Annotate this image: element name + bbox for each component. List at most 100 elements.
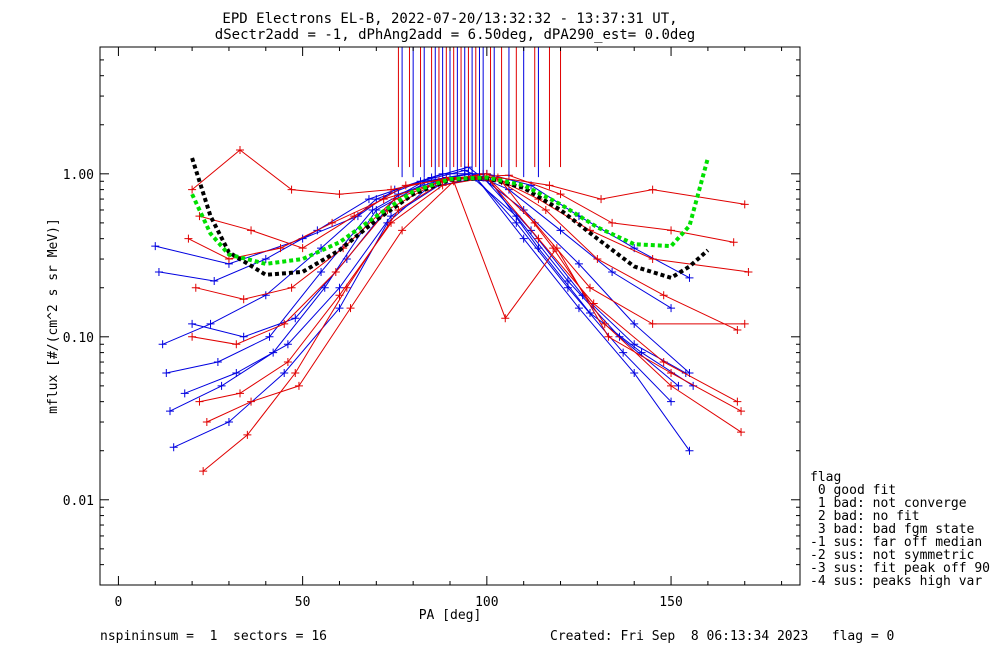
- data-point: [586, 283, 594, 292]
- data-point: [287, 283, 296, 292]
- data-point: [685, 446, 694, 455]
- data-point: [519, 234, 528, 243]
- data-point: [188, 332, 197, 341]
- data-point: [213, 358, 222, 367]
- legend-item: -3 sus: fit peak off 90: [810, 561, 990, 576]
- data-point: [574, 304, 583, 313]
- data-point: [188, 319, 197, 328]
- data-point: [243, 430, 252, 439]
- data-point: [667, 397, 676, 406]
- data-point: [733, 326, 742, 335]
- data-point: [291, 368, 300, 377]
- data-point: [597, 195, 606, 204]
- data-point: [276, 244, 285, 253]
- footer-left: nspininsum = 1 sectors = 16: [100, 629, 327, 644]
- data-point: [169, 443, 178, 452]
- data-point: [280, 319, 289, 328]
- data-point: [317, 267, 326, 276]
- data-point: [674, 381, 683, 390]
- data-point: [210, 276, 219, 285]
- data-point: [659, 291, 668, 300]
- data-point: [195, 397, 204, 406]
- series-line: [188, 173, 749, 273]
- data-point: [501, 314, 510, 323]
- x-tick-label: 50: [295, 595, 311, 610]
- data-point: [350, 212, 359, 221]
- data-point: [667, 368, 676, 377]
- data-point: [387, 212, 396, 221]
- data-point: [667, 304, 676, 313]
- data-point: [563, 276, 572, 285]
- fit-layer: [190, 157, 710, 280]
- plot-area: [151, 47, 753, 476]
- data-point: [298, 244, 307, 253]
- y-tick-label: 0.01: [63, 494, 94, 509]
- y-tick-label: 1.00: [63, 168, 94, 183]
- data-point: [236, 389, 244, 398]
- data-point: [619, 348, 628, 357]
- data-point: [236, 146, 244, 155]
- data-point: [545, 181, 554, 190]
- data-point: [667, 381, 676, 390]
- legend-item: 2 bad: no fit: [810, 509, 920, 524]
- data-point: [232, 368, 241, 377]
- data-point: [335, 283, 344, 292]
- axis-layer: 0 50 100 150 0.01 0.10 1.00: [63, 46, 800, 610]
- series-line: [173, 176, 690, 451]
- legend-item: 1 bad: not converge: [810, 496, 967, 511]
- data-point: [261, 291, 270, 300]
- data-point: [158, 340, 167, 349]
- data-point: [685, 273, 694, 282]
- data-point: [398, 226, 407, 235]
- legend-item: -4 sus: peaks high var: [810, 574, 982, 589]
- series-line: [192, 173, 745, 345]
- data-point: [394, 205, 403, 214]
- data-point: [574, 259, 583, 268]
- data-point: [364, 195, 373, 204]
- data-point: [162, 368, 171, 377]
- data-point: [217, 381, 226, 390]
- data-point: [331, 267, 340, 276]
- data-point: [556, 190, 565, 199]
- data-point: [291, 314, 300, 323]
- spike-layer: [397, 47, 562, 178]
- data-point: [239, 332, 248, 341]
- data-point: [335, 304, 344, 313]
- series-line: [199, 174, 734, 249]
- data-point: [737, 428, 746, 437]
- data-point: [283, 340, 292, 349]
- data-point: [401, 181, 410, 190]
- footer-right: Created: Fri Sep 8 06:13:34 2023 flag = …: [550, 629, 894, 644]
- data-point: [593, 255, 602, 264]
- data-point: [232, 340, 241, 349]
- data-point: [287, 185, 296, 194]
- series-line: [166, 173, 679, 387]
- legend: flag 0 good fit 1 bad: not converge 2 ba…: [810, 470, 990, 589]
- legend-item: -1 sus: far off median: [810, 535, 982, 550]
- legend-item: 0 good fit: [810, 483, 896, 498]
- data-point: [604, 332, 613, 341]
- data-point: [512, 218, 521, 227]
- data-point: [283, 358, 292, 367]
- data-point: [659, 358, 668, 367]
- data-point: [637, 348, 646, 357]
- data-point: [729, 238, 738, 247]
- data-point: [608, 218, 617, 227]
- data-point: [154, 267, 163, 276]
- series-line: [195, 176, 738, 331]
- data-point: [648, 319, 657, 328]
- data-point: [615, 332, 624, 341]
- data-point: [184, 234, 193, 243]
- data-point: [420, 177, 429, 186]
- data-point: [733, 397, 742, 406]
- data-point: [328, 218, 337, 227]
- data-point: [280, 368, 289, 377]
- data-point: [342, 283, 351, 292]
- data-point: [534, 234, 543, 243]
- data-point: [744, 267, 753, 276]
- chart-title-line2: dSectr2add = -1, dPhAng2add = 6.50deg, d…: [215, 27, 695, 43]
- data-point: [387, 185, 396, 194]
- data-point: [335, 190, 344, 199]
- data-point: [552, 244, 561, 253]
- x-tick-label: 150: [659, 595, 682, 610]
